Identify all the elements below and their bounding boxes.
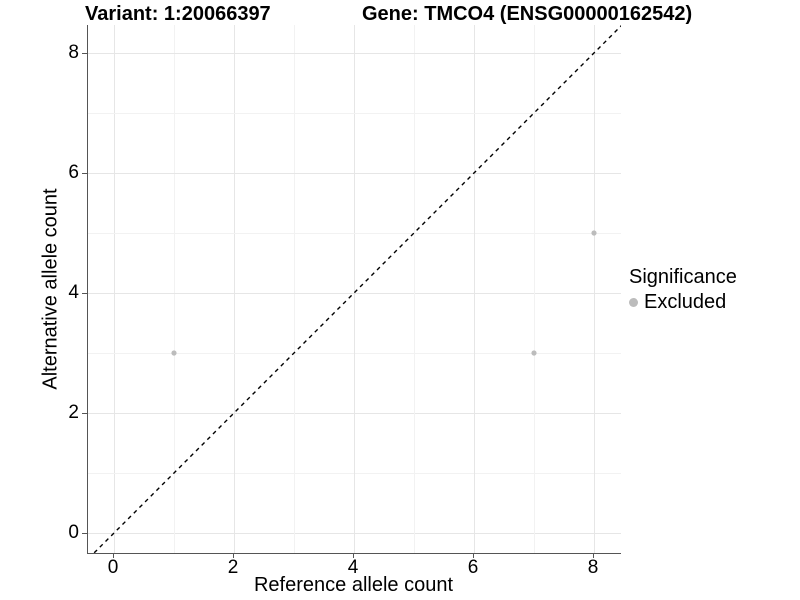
x-tick-0: [112, 553, 114, 558]
gridline-vertical-4: [354, 25, 355, 553]
x-tick-4: [352, 553, 354, 558]
gridline-vertical-1: [174, 25, 175, 553]
x-tick-6: [472, 553, 474, 558]
identity-dashed-line: [93, 25, 621, 553]
data-point-8-5: [591, 230, 597, 236]
y-tick-label-2: 2: [68, 402, 79, 423]
gridline-horizontal-6: [88, 173, 621, 174]
gridline-horizontal-4: [88, 293, 621, 294]
legend: Significance Excluded: [629, 266, 737, 314]
gridline-horizontal-7: [88, 113, 621, 114]
y-axis-title: Alternative allele count: [39, 188, 62, 390]
gridline-horizontal-8: [88, 53, 621, 54]
variant-title: Variant: 1:20066397: [85, 3, 271, 25]
y-tick-4: [82, 292, 87, 294]
y-tick-0: [82, 532, 87, 534]
plot-panel: [87, 25, 621, 554]
gridline-horizontal-5: [88, 233, 621, 234]
y-tick-label-4: 4: [68, 282, 79, 303]
gene-title: Gene: TMCO4 (ENSG00000162542): [362, 3, 693, 25]
data-point-1-3: [171, 350, 177, 356]
legend-entry-excluded: Excluded: [629, 291, 737, 314]
gridline-vertical-7: [534, 25, 535, 553]
x-tick-label-4: 4: [347, 557, 359, 578]
excluded-point-icon: [629, 298, 638, 307]
y-tick-8: [82, 52, 87, 54]
gridline-vertical-3: [294, 25, 295, 553]
x-axis-title: Reference allele count: [253, 574, 453, 596]
y-tick-label-8: 8: [68, 42, 79, 63]
y-tick-label-6: 6: [68, 162, 79, 183]
x-tick-label-0: 0: [107, 557, 119, 578]
y-tick-6: [82, 172, 87, 174]
plot-canvas: [93, 25, 621, 553]
gridline-vertical-2: [234, 25, 235, 553]
x-tick-8: [592, 553, 594, 558]
x-tick-label-8: 8: [587, 557, 599, 578]
x-tick-label-2: 2: [227, 557, 239, 578]
gridline-vertical-0: [114, 25, 115, 553]
x-tick-label-6: 6: [467, 557, 479, 578]
y-tick-label-0: 0: [68, 522, 79, 543]
gridline-vertical-5: [414, 25, 415, 553]
x-tick-2: [232, 553, 234, 558]
gridline-vertical-8: [594, 25, 595, 553]
legend-title: Significance: [629, 266, 737, 288]
y-tick-2: [82, 412, 87, 414]
data-point-7-3: [531, 350, 537, 356]
legend-entry-label: Excluded: [644, 291, 727, 313]
gridline-vertical-6: [474, 25, 475, 553]
